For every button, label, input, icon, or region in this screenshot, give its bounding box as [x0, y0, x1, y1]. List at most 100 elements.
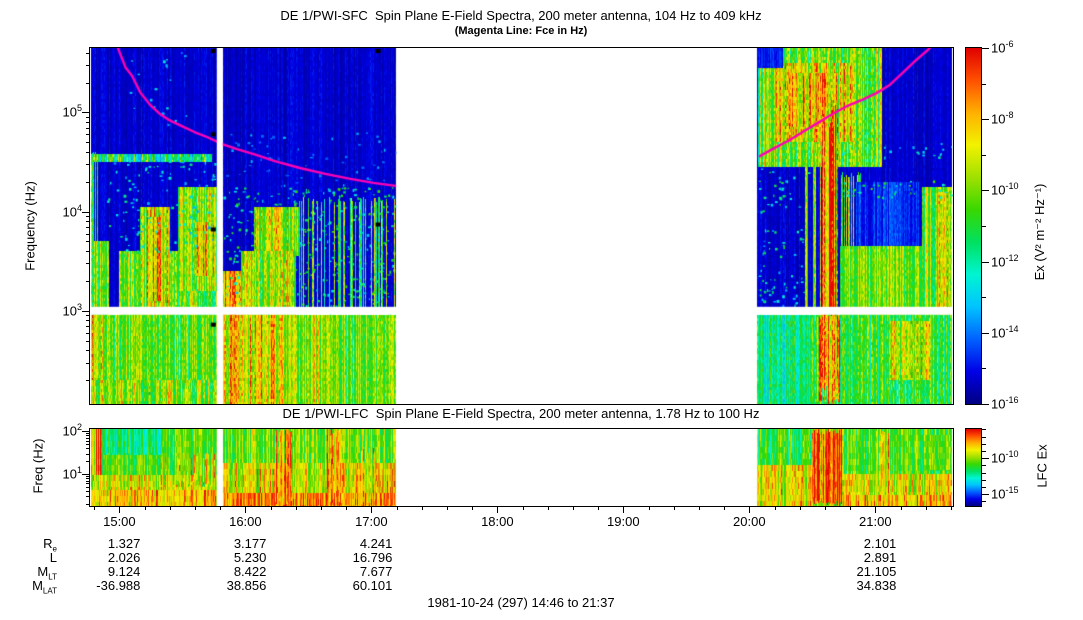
freq-minor-tick — [86, 435, 90, 437]
lfc-panel-title: DE 1/PWI-LFC Spin Plane E-Field Spectra,… — [282, 406, 760, 421]
orbit-row-label: MLAT — [32, 578, 57, 596]
time-minor-tick — [446, 506, 448, 510]
freq-major-tick — [82, 112, 90, 114]
cbar-major-tick — [982, 119, 989, 121]
lfc-y-axis-label: Freq (Hz) — [30, 438, 46, 494]
cbar-major-tick — [982, 190, 989, 192]
time-minor-tick — [169, 506, 171, 510]
time-minor-tick — [774, 506, 776, 510]
time-minor-tick — [572, 506, 574, 510]
orbit-row-value: 21.105 — [856, 564, 897, 579]
time-major-tick — [497, 506, 499, 513]
time-tick-label: 15:00 — [103, 514, 136, 529]
freq-minor-tick — [86, 486, 90, 488]
time-minor-tick — [799, 506, 801, 510]
time-minor-tick — [220, 506, 222, 510]
time-minor-tick — [472, 506, 474, 510]
time-tick-label: 18:00 — [481, 514, 514, 529]
cbar-major-tick — [982, 332, 989, 334]
freq-minor-tick — [86, 475, 90, 477]
cbar-minor-tick — [982, 465, 986, 467]
cbar-tick-label: 10-14 — [991, 323, 1019, 341]
freq-minor-tick — [86, 134, 90, 136]
footer-date-range: 1981-10-24 (297) 14:46 to 21:37 — [427, 595, 615, 610]
time-minor-tick — [522, 506, 524, 510]
freq-minor-tick — [86, 490, 90, 492]
sfc-panel-subtitle: (Magenta Line: Fce in Hz) — [454, 25, 588, 37]
time-minor-tick — [396, 506, 398, 510]
orbit-row-value: 34.838 — [856, 578, 897, 593]
cbar-minor-tick — [982, 297, 986, 299]
freq-minor-tick — [86, 127, 90, 129]
cbar-minor-tick — [982, 83, 986, 85]
lfc-colorbar — [965, 428, 982, 507]
time-minor-tick — [925, 506, 927, 510]
freq-minor-tick — [86, 116, 90, 118]
sfc-spectrogram-panel — [89, 47, 954, 405]
freq-tick-label: 103 — [62, 301, 82, 319]
lfc-spectrogram-canvas — [90, 429, 953, 506]
cbar-minor-tick — [982, 479, 986, 481]
freq-minor-tick — [86, 440, 90, 442]
lfc-spectrogram-panel — [89, 428, 954, 507]
cbar-minor-tick — [982, 501, 986, 503]
orbit-row-value: 60.101 — [352, 578, 393, 593]
cbar-tick-label: 10-15 — [991, 485, 1019, 502]
freq-minor-tick — [86, 122, 90, 124]
cbar-minor-tick — [982, 226, 986, 227]
orbit-row-value: 7.677 — [359, 564, 393, 579]
freq-minor-tick — [86, 332, 90, 334]
time-major-tick — [371, 506, 373, 513]
cbar-minor-tick — [982, 429, 986, 431]
freq-minor-tick — [86, 503, 90, 505]
orbit-row-value: 5.230 — [233, 550, 267, 565]
freq-minor-tick — [86, 350, 90, 352]
time-minor-tick — [598, 506, 600, 510]
orbit-row-value: 3.177 — [233, 536, 267, 551]
orbit-row-label: Re — [43, 536, 57, 554]
freq-minor-tick — [86, 82, 90, 84]
freq-major-tick — [82, 473, 90, 475]
orbit-row-value: 2.026 — [107, 550, 141, 565]
freq-minor-tick — [86, 326, 90, 328]
orbit-row-value: 1.327 — [107, 536, 141, 551]
cbar-major-tick — [982, 48, 989, 49]
sfc-spectrogram-canvas — [90, 48, 953, 404]
cbar-minor-tick — [982, 451, 986, 453]
time-major-tick — [749, 506, 751, 513]
cbar-tick-label: 10-8 — [991, 110, 1014, 127]
sfc-panel-title: DE 1/PWI-SFC Spin Plane E-Field Spectra,… — [280, 8, 762, 23]
freq-minor-tick — [86, 251, 90, 253]
time-minor-tick — [724, 506, 726, 510]
cbar-major-tick — [982, 494, 989, 496]
orbit-row-value: 4.241 — [359, 536, 393, 551]
orbit-row-value: 2.891 — [863, 550, 897, 565]
time-major-tick — [119, 506, 121, 513]
freq-minor-tick — [86, 52, 90, 54]
cbar-tick-label: 10-12 — [991, 252, 1019, 269]
freq-minor-tick — [86, 340, 90, 342]
time-minor-tick — [194, 506, 196, 510]
freq-tick-label: 101 — [62, 464, 82, 482]
freq-minor-tick — [86, 444, 90, 446]
freq-tick-label: 105 — [62, 103, 82, 120]
time-tick-label: 17:00 — [355, 514, 388, 529]
orbit-row-value: 9.124 — [107, 564, 141, 579]
freq-minor-tick — [86, 181, 90, 183]
orbit-row-label: MLT — [37, 564, 57, 582]
time-minor-tick — [421, 506, 423, 510]
freq-major-tick — [82, 431, 90, 433]
orbit-row-value: -36.988 — [96, 578, 141, 593]
time-major-tick — [623, 506, 625, 513]
freq-minor-tick — [86, 453, 90, 455]
cbar-minor-tick — [982, 368, 986, 370]
cbar-minor-tick — [982, 154, 986, 156]
cbar-tick-label: 10-10 — [991, 449, 1019, 466]
time-tick-label: 20:00 — [733, 514, 766, 529]
cbar-tick-label: 10-16 — [991, 395, 1019, 412]
time-major-tick — [245, 506, 247, 513]
time-minor-tick — [270, 506, 272, 510]
time-minor-tick — [850, 506, 852, 510]
time-minor-tick — [295, 506, 297, 510]
